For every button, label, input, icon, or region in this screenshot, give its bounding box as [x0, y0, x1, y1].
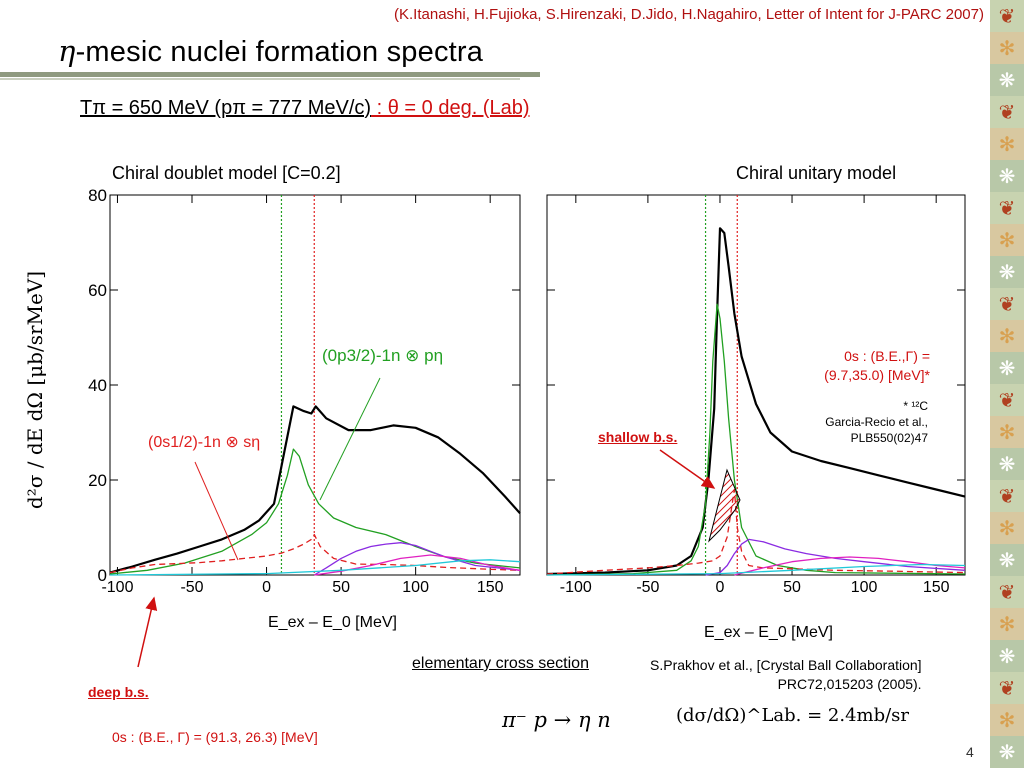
- title-underline-thin: [0, 78, 520, 80]
- series-line-cyan: [546, 563, 966, 576]
- left-chart-title: Chiral doublet model [C=0.2]: [112, 163, 341, 183]
- leaf-icon: ✻: [990, 32, 1024, 64]
- leaf-icon: ❋: [990, 352, 1024, 384]
- series-line-purple: [313, 542, 521, 576]
- series-line-green: [546, 303, 966, 576]
- right-chart-panel: -100 -50 0 50 100 150: [546, 194, 966, 596]
- series-line-red: [109, 533, 521, 574]
- kinematics-line: Tπ = 650 MeV (pπ = 777 MeV/c) : θ = 0 de…: [80, 97, 530, 120]
- y-tick-label: 20: [88, 471, 107, 490]
- leaf-icon: ❋: [990, 736, 1024, 768]
- leaf-icon: ❦: [990, 96, 1024, 128]
- leaf-icon: ✻: [990, 608, 1024, 640]
- leaf-icon: ✻: [990, 320, 1024, 352]
- deep-bs-arrow: [137, 596, 158, 668]
- leaf-icon: ❋: [990, 256, 1024, 288]
- leaf-icon: ✻: [990, 512, 1024, 544]
- x-tick-label: -50: [180, 579, 203, 596]
- series-line-purple: [705, 538, 966, 576]
- x-tick-label: 0: [262, 579, 271, 596]
- y-tick-label: 40: [88, 376, 107, 395]
- leaf-icon: ❦: [990, 672, 1024, 704]
- right-reference-info: * ¹²C Garcia-Recio et al., PLB550(02)47: [825, 399, 928, 445]
- leaf-icon: ❦: [990, 576, 1024, 608]
- kinematics-main: Tπ = 650 MeV (pπ = 777 MeV/c): [80, 97, 372, 119]
- right-x-axis-label: E_ex – E_0 [MeV]: [704, 624, 833, 641]
- leaf-icon: ❦: [990, 384, 1024, 416]
- elementary-cross-section-label: elementary cross section: [412, 655, 589, 672]
- series-line-green: [109, 448, 521, 575]
- cross-section-formula: (dσ/dΩ)^Lab. = 2.4mb/sr: [676, 705, 910, 726]
- p-wave-annotation: (0p3/2)-1n ⊗ pη: [322, 346, 443, 365]
- series-line-black: [546, 227, 966, 576]
- plot-frame-1: [546, 194, 966, 576]
- slide-title: η-mesic nuclei formation spectra: [58, 34, 483, 69]
- x-tick-label: 100: [402, 579, 429, 596]
- kinematics-angle: : θ = 0 deg. (Lab): [371, 97, 530, 119]
- x-tick-label: 0: [716, 579, 725, 596]
- leaf-icon: ❋: [990, 448, 1024, 480]
- x-tick-label: 150: [923, 579, 950, 596]
- x-tick-label: -50: [636, 579, 659, 596]
- elementary-reference: S.Prakhov et al., [Crystal Ball Collabor…: [650, 657, 922, 692]
- x-tick-label: 150: [477, 579, 504, 596]
- plot-frame-0: [109, 194, 521, 576]
- series-line-black: [109, 405, 521, 574]
- leaf-icon: ✻: [990, 704, 1024, 736]
- p-wave-pointer: [319, 377, 381, 501]
- title-text: -mesic nuclei formation spectra: [75, 36, 484, 68]
- leaf-icon: ❦: [990, 192, 1024, 224]
- shallow-bs-hatch: [708, 468, 741, 543]
- leaf-icon: ✻: [990, 224, 1024, 256]
- deep-bs-info: 0s : (B.E., Γ) = (91.3, 26.3) [MeV]: [112, 729, 318, 745]
- x-tick-label: 50: [783, 579, 801, 596]
- left-x-axis-label: E_ex – E_0 [MeV]: [268, 614, 397, 631]
- spectra-charts: -100 -50 0 50 100 150 0 20 40 60 80 -100 -50 0 50 100 1…: [88, 186, 966, 668]
- y-tick-label: 60: [88, 281, 107, 300]
- s-wave-annotation: (0s1/2)-1n ⊗ sη: [148, 434, 260, 451]
- x-tick-label: 100: [851, 579, 878, 596]
- y-tick-label: 0: [98, 566, 107, 585]
- deep-bs-label: deep b.s.: [88, 684, 149, 700]
- s-wave-pointer: [194, 461, 239, 561]
- shallow-bs-label: shallow b.s.: [598, 429, 678, 445]
- leaf-icon: ❦: [990, 0, 1024, 32]
- left-chart-panel: -100 -50 0 50 100 150 0 20 40 60 80: [88, 186, 521, 596]
- x-tick-label: -100: [560, 579, 592, 596]
- leaf-icon: ✻: [990, 128, 1024, 160]
- leaf-icon: ❋: [990, 544, 1024, 576]
- reaction-equation: π⁻ p → η n: [502, 708, 611, 732]
- leaf-icon: ❋: [990, 64, 1024, 96]
- eta-symbol: η: [58, 34, 76, 68]
- shallow-bs-arrow: [659, 449, 716, 489]
- leaf-icon: ❦: [990, 480, 1024, 512]
- leaf-icon: ✻: [990, 416, 1024, 448]
- x-tick-label: -100: [101, 579, 133, 596]
- leaf-icon: ❋: [990, 160, 1024, 192]
- x-tick-label: 50: [332, 579, 350, 596]
- leaf-icon: ❋: [990, 640, 1024, 672]
- title-underline-bar: [0, 72, 540, 77]
- right-bound-state-info: 0s : (B.E.,Γ) = (9.7,35.0) [MeV]*: [824, 348, 930, 383]
- reference-citation: (K.Itanashi, H.Fujioka, S.Hirenzaki, D.J…: [394, 6, 984, 23]
- decorative-leaf-strip: ❦ ✻ ❋ ❦ ✻ ❋ ❦ ✻ ❋ ❦ ✻ ❋ ❦ ✻ ❋ ❦ ✻ ❋ ❦ ✻ ❋ ❦ ✻ ❋: [990, 0, 1024, 768]
- series-line-cyan: [109, 559, 521, 576]
- leaf-icon: ❦: [990, 288, 1024, 320]
- page-number: 4: [966, 744, 974, 760]
- chart-annotations: (0p3/2)-1n ⊗ pη (0s1/2)-1n ⊗ sη: [137, 346, 741, 668]
- y-tick-label: 80: [88, 186, 107, 205]
- right-chart-title: Chiral unitary model: [736, 163, 897, 183]
